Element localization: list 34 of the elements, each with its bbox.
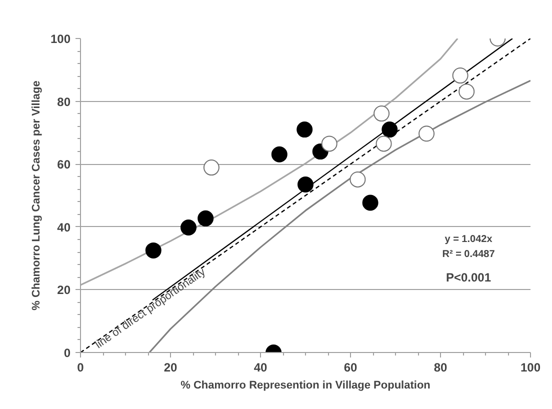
point — [362, 194, 378, 211]
annotation: R² = 0.4487 — [442, 249, 496, 260]
point — [296, 122, 313, 138]
y-tick-label: 40 — [57, 220, 71, 234]
point — [350, 172, 366, 188]
point — [374, 106, 390, 122]
point — [271, 146, 288, 162]
y-tick-label: 60 — [57, 158, 71, 172]
point — [145, 242, 162, 258]
x-tick-label: 100 — [520, 360, 541, 374]
point — [321, 136, 338, 152]
x-tick-label: 80 — [434, 360, 448, 374]
annotation: y = 1.042x — [444, 234, 493, 245]
x-axis-title: % Chamorro Represention in Village Population — [180, 380, 431, 392]
point — [298, 176, 314, 192]
point — [376, 136, 392, 152]
y-axis-title: % Chamorro Lung Cancer Cases per Village — [30, 80, 42, 310]
point — [198, 210, 214, 226]
x-tick-label: 0 — [77, 360, 84, 374]
x-tick-label: 20 — [164, 360, 178, 374]
x-tick-label: 60 — [344, 360, 358, 374]
point — [180, 220, 196, 236]
point — [203, 160, 220, 176]
x-tick-label: 40 — [254, 360, 268, 374]
point — [382, 122, 398, 138]
point — [418, 126, 435, 142]
line-series — [148, 80, 530, 352]
y-tick-label: 0 — [64, 346, 71, 360]
point — [452, 68, 468, 84]
point — [458, 84, 475, 100]
y-tick-label: 80 — [57, 94, 71, 109]
annotation: P<0.001 — [446, 270, 492, 284]
y-tick-label: 100 — [50, 32, 71, 46]
y-tick-label: 20 — [57, 283, 71, 298]
